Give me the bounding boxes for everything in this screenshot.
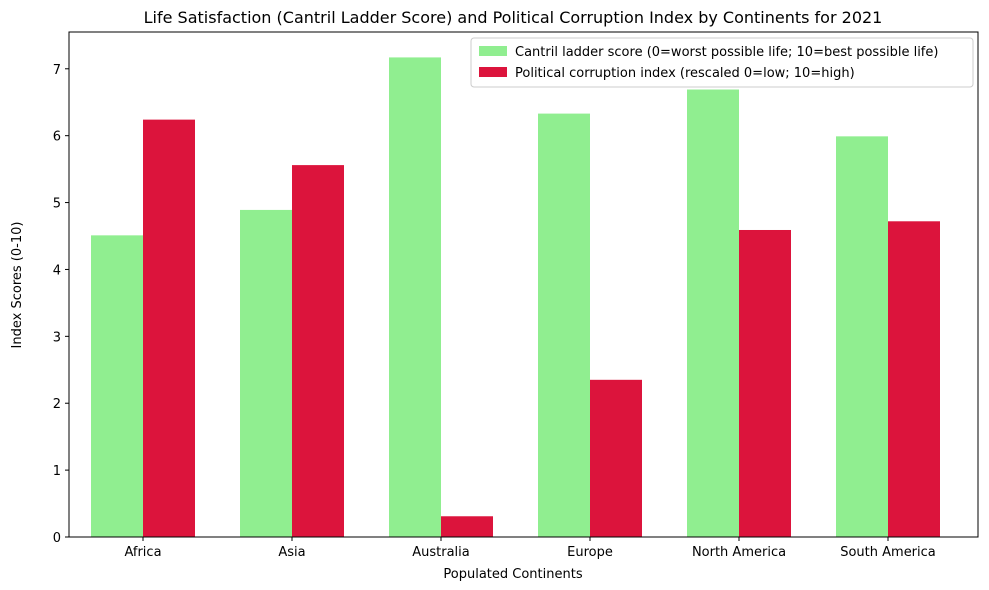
bar-cantril-africa <box>91 235 143 537</box>
legend-box <box>470 37 974 88</box>
legend: Cantril ladder score (0=worst possible l… <box>470 37 974 88</box>
chart-title: Life Satisfaction (Cantril Ladder Score)… <box>144 8 883 27</box>
bar-corruption-north-america <box>739 229 791 537</box>
y-tick-label: 3 <box>53 330 61 345</box>
y-tick-label: 5 <box>53 197 61 212</box>
bar-cantril-australia <box>389 57 441 538</box>
y-tick-label: 4 <box>53 263 61 278</box>
legend-swatch <box>479 46 507 56</box>
legend-label: Cantril ladder score (0=worst possible l… <box>515 45 938 60</box>
bar-corruption-africa <box>143 119 195 538</box>
bar-corruption-asia <box>292 165 344 537</box>
x-tick-label: North America <box>692 545 786 560</box>
x-tick-label: Africa <box>124 545 161 560</box>
bar-corruption-europe <box>590 379 642 537</box>
y-tick-label: 7 <box>53 63 61 78</box>
bar-cantril-north-america <box>687 89 739 537</box>
bars-group <box>91 57 940 538</box>
y-tick-label: 6 <box>53 130 61 145</box>
bar-corruption-australia <box>441 516 493 537</box>
x-tick-label: South America <box>840 545 936 560</box>
bar-corruption-south-america <box>888 221 940 538</box>
y-axis-title: Index Scores (0-10) <box>10 222 25 349</box>
y-tick-label: 0 <box>53 531 61 546</box>
y-tick-label: 2 <box>53 397 61 412</box>
ticks-group: Africa Asia Australia Europe North America So… <box>53 63 936 560</box>
bar-cantril-south-america <box>836 136 888 538</box>
x-tick-label: Asia <box>278 545 305 560</box>
legend-label: Political corruption index (rescaled 0=l… <box>515 66 855 81</box>
plot-frame <box>68 31 979 538</box>
x-tick-label: Australia <box>412 545 470 560</box>
bar-cantril-europe <box>538 113 590 537</box>
bar-cantril-asia <box>240 209 292 537</box>
y-tick-label: 1 <box>53 464 61 479</box>
legend-swatch <box>479 67 507 77</box>
x-axis-title: Populated Continents <box>443 567 582 582</box>
x-tick-label: Europe <box>567 545 613 560</box>
